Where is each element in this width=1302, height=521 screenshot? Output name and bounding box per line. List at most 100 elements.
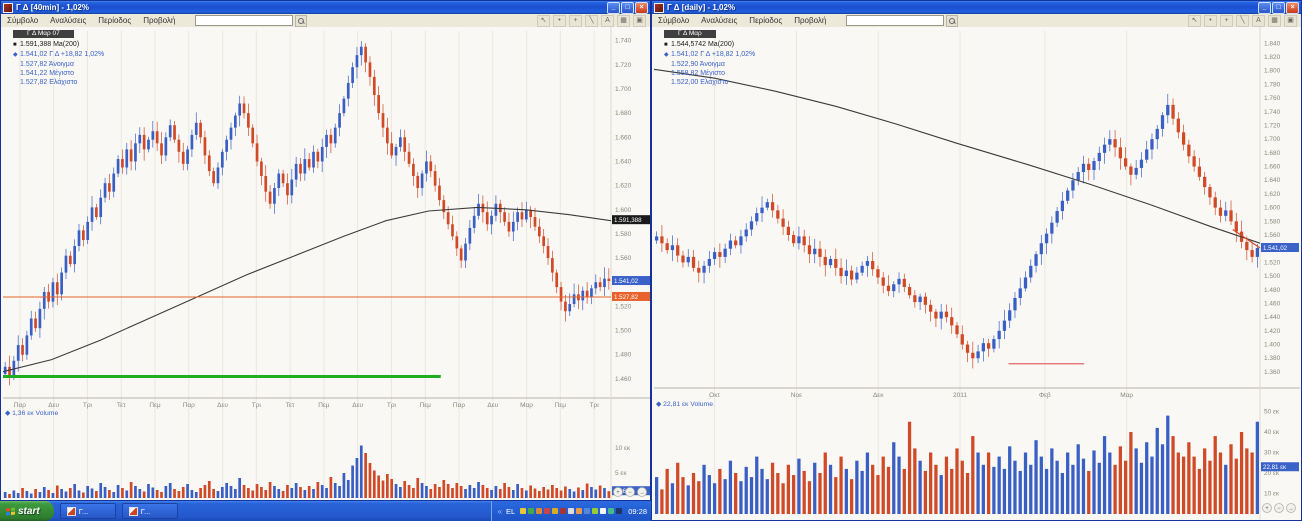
crosshair-tool-icon[interactable]: +: [1220, 14, 1233, 27]
zoom-controls[interactable]: + − →: [1262, 503, 1296, 513]
chart-area-40min[interactable]: 1.740 1.720 1.700 1.680 1.660 1.640 1.620 1.600…: [1, 27, 650, 500]
svg-text:Οκτ: Οκτ: [709, 392, 720, 399]
svg-text:1.580: 1.580: [1264, 218, 1281, 225]
taskbar-button-chart2[interactable]: Γ...: [121, 503, 178, 519]
svg-text:1.520: 1.520: [1264, 259, 1281, 266]
svg-text:1.480: 1.480: [1264, 287, 1281, 294]
menu-analysis[interactable]: Αναλύσεις: [50, 16, 87, 25]
candlestick-chart-daily[interactable]: 1.840 1.820 1.800 1.780 1.760 1.740 1.720 1.700…: [652, 27, 1301, 520]
text-tool-icon[interactable]: A: [1252, 14, 1265, 27]
tray-icon[interactable]: [600, 508, 607, 514]
time-x-axis: Οκτ Νοε Δεκ 2011 Φεβ Μαρ: [709, 392, 1133, 399]
menu-period[interactable]: Περίοδος: [98, 16, 132, 25]
candlestick-chart-40min[interactable]: 1.740 1.720 1.700 1.680 1.660 1.640 1.620 1.600…: [1, 27, 650, 500]
menu-analysis[interactable]: Αναλύσεις: [701, 16, 738, 25]
symbol-search-input[interactable]: [195, 15, 294, 26]
price-y-axis: 1.840 1.820 1.800 1.780 1.760 1.740 1.720 1.700…: [1264, 40, 1281, 376]
tray-icon[interactable]: [568, 508, 575, 514]
price-axis-labels: 1.591,388 1.541,02 1.527,82: [612, 215, 650, 301]
annotation-lines[interactable]: [1008, 229, 1261, 365]
save-tool-icon[interactable]: ▣: [633, 14, 646, 27]
tray-icon[interactable]: [536, 508, 543, 514]
windows-logo-icon: [6, 507, 15, 515]
close-button[interactable]: ×: [1286, 1, 1299, 14]
search-icon[interactable]: [295, 14, 308, 27]
price-axis-labels: 1.541,02: [1261, 243, 1299, 253]
tray-icon[interactable]: [552, 508, 559, 514]
volume-bars: [655, 415, 1259, 514]
menu-symbol[interactable]: Σύμβολο: [7, 16, 39, 25]
svg-text:Δευ: Δευ: [352, 402, 363, 409]
language-indicator[interactable]: EL: [506, 506, 516, 516]
search-icon[interactable]: [946, 14, 959, 27]
menu-symbol[interactable]: Σύμβολο: [658, 16, 690, 25]
close-button[interactable]: ×: [635, 1, 648, 14]
zoom-controls[interactable]: + − →: [613, 487, 647, 497]
tray-icon[interactable]: [544, 508, 551, 514]
svg-text:1.400: 1.400: [1264, 342, 1281, 349]
svg-text:1.520: 1.520: [615, 303, 632, 310]
tray-icon[interactable]: [528, 508, 535, 514]
minimize-button[interactable]: _: [607, 1, 620, 14]
svg-text:Δευ: Δευ: [487, 402, 498, 409]
trendline-tool-icon[interactable]: ╲: [1236, 14, 1249, 27]
crosshair-tool-icon[interactable]: +: [569, 14, 582, 27]
restore-button[interactable]: □: [621, 1, 634, 14]
svg-text:+: +: [1265, 506, 1269, 512]
scroll-right-button[interactable]: →: [1286, 503, 1296, 513]
svg-text:1.460: 1.460: [615, 376, 632, 383]
svg-text:20 εκ: 20 εκ: [1264, 470, 1280, 477]
trendline-tool-icon[interactable]: ╲: [585, 14, 598, 27]
svg-text:Τρι: Τρι: [83, 402, 93, 409]
annotation-lines[interactable]: [3, 296, 611, 378]
marker-tool-icon[interactable]: •: [553, 14, 566, 27]
tray-expand-icon[interactable]: «: [497, 506, 503, 516]
tray-icon[interactable]: [592, 508, 599, 514]
tray-icon[interactable]: [576, 508, 583, 514]
svg-text:Τετ: Τετ: [117, 402, 126, 409]
menu-view[interactable]: Προβολή: [143, 16, 176, 25]
symbol-search-input[interactable]: [846, 15, 945, 26]
taskbar-button-chart1[interactable]: Γ...: [59, 503, 116, 519]
scroll-right-button[interactable]: →: [637, 487, 647, 497]
zoom-out-button[interactable]: −: [625, 487, 635, 497]
menu-period[interactable]: Περίοδος: [749, 16, 783, 25]
start-button[interactable]: start: [0, 501, 54, 521]
cursor-tool-icon[interactable]: ↖: [1188, 14, 1201, 27]
svg-text:+: +: [616, 490, 620, 496]
tray-icon[interactable]: [608, 508, 615, 514]
titlebar-40min[interactable]: Γ Δ [40min] - 1,02% _ □ ×: [1, 1, 650, 14]
cursor-tool-icon[interactable]: ↖: [537, 14, 550, 27]
save-tool-icon[interactable]: ▣: [1284, 14, 1297, 27]
tray-icon[interactable]: [560, 508, 567, 514]
svg-text:Δευ: Δευ: [48, 402, 59, 409]
chart-area-daily[interactable]: 1.840 1.820 1.800 1.780 1.760 1.740 1.720 1.700…: [652, 27, 1301, 520]
restore-button[interactable]: □: [1272, 1, 1285, 14]
svg-text:1.620: 1.620: [615, 183, 632, 190]
zoom-out-button[interactable]: −: [1274, 503, 1284, 513]
tray-icon[interactable]: [584, 508, 591, 514]
text-tool-icon[interactable]: A: [601, 14, 614, 27]
taskbar-clock[interactable]: 09:28: [628, 506, 647, 516]
grid-tool-icon[interactable]: ▦: [617, 14, 630, 27]
svg-text:2011: 2011: [953, 392, 967, 399]
svg-text:22,81 εκ: 22,81 εκ: [1263, 464, 1287, 471]
menu-view[interactable]: Προβολή: [794, 16, 827, 25]
minimize-button[interactable]: _: [1258, 1, 1271, 14]
grid-tool-icon[interactable]: ▦: [1268, 14, 1281, 27]
window-40min: Γ Δ [40min] - 1,02% _ □ × Σύμβολο Αναλύσ…: [0, 0, 651, 501]
gridlines: [3, 27, 650, 500]
svg-text:40 εκ: 40 εκ: [1264, 429, 1280, 436]
zoom-in-button[interactable]: +: [1262, 503, 1272, 513]
svg-text:50 εκ: 50 εκ: [1264, 409, 1280, 416]
tray-icon[interactable]: [616, 508, 623, 514]
svg-text:1.360: 1.360: [1264, 369, 1281, 376]
marker-tool-icon[interactable]: •: [1204, 14, 1217, 27]
tray-icon[interactable]: [520, 508, 527, 514]
svg-text:Παρ: Παρ: [14, 402, 26, 409]
volume-axis: ◆ 1,36 εκ Volume 10 εκ 5 εκ 1,36 εκ: [5, 410, 650, 496]
svg-text:1.500: 1.500: [615, 328, 632, 335]
svg-text:1.580: 1.580: [615, 231, 632, 238]
titlebar-daily[interactable]: Γ Δ [daily] - 1,02% _ □ ×: [652, 1, 1301, 14]
zoom-in-button[interactable]: +: [613, 487, 623, 497]
